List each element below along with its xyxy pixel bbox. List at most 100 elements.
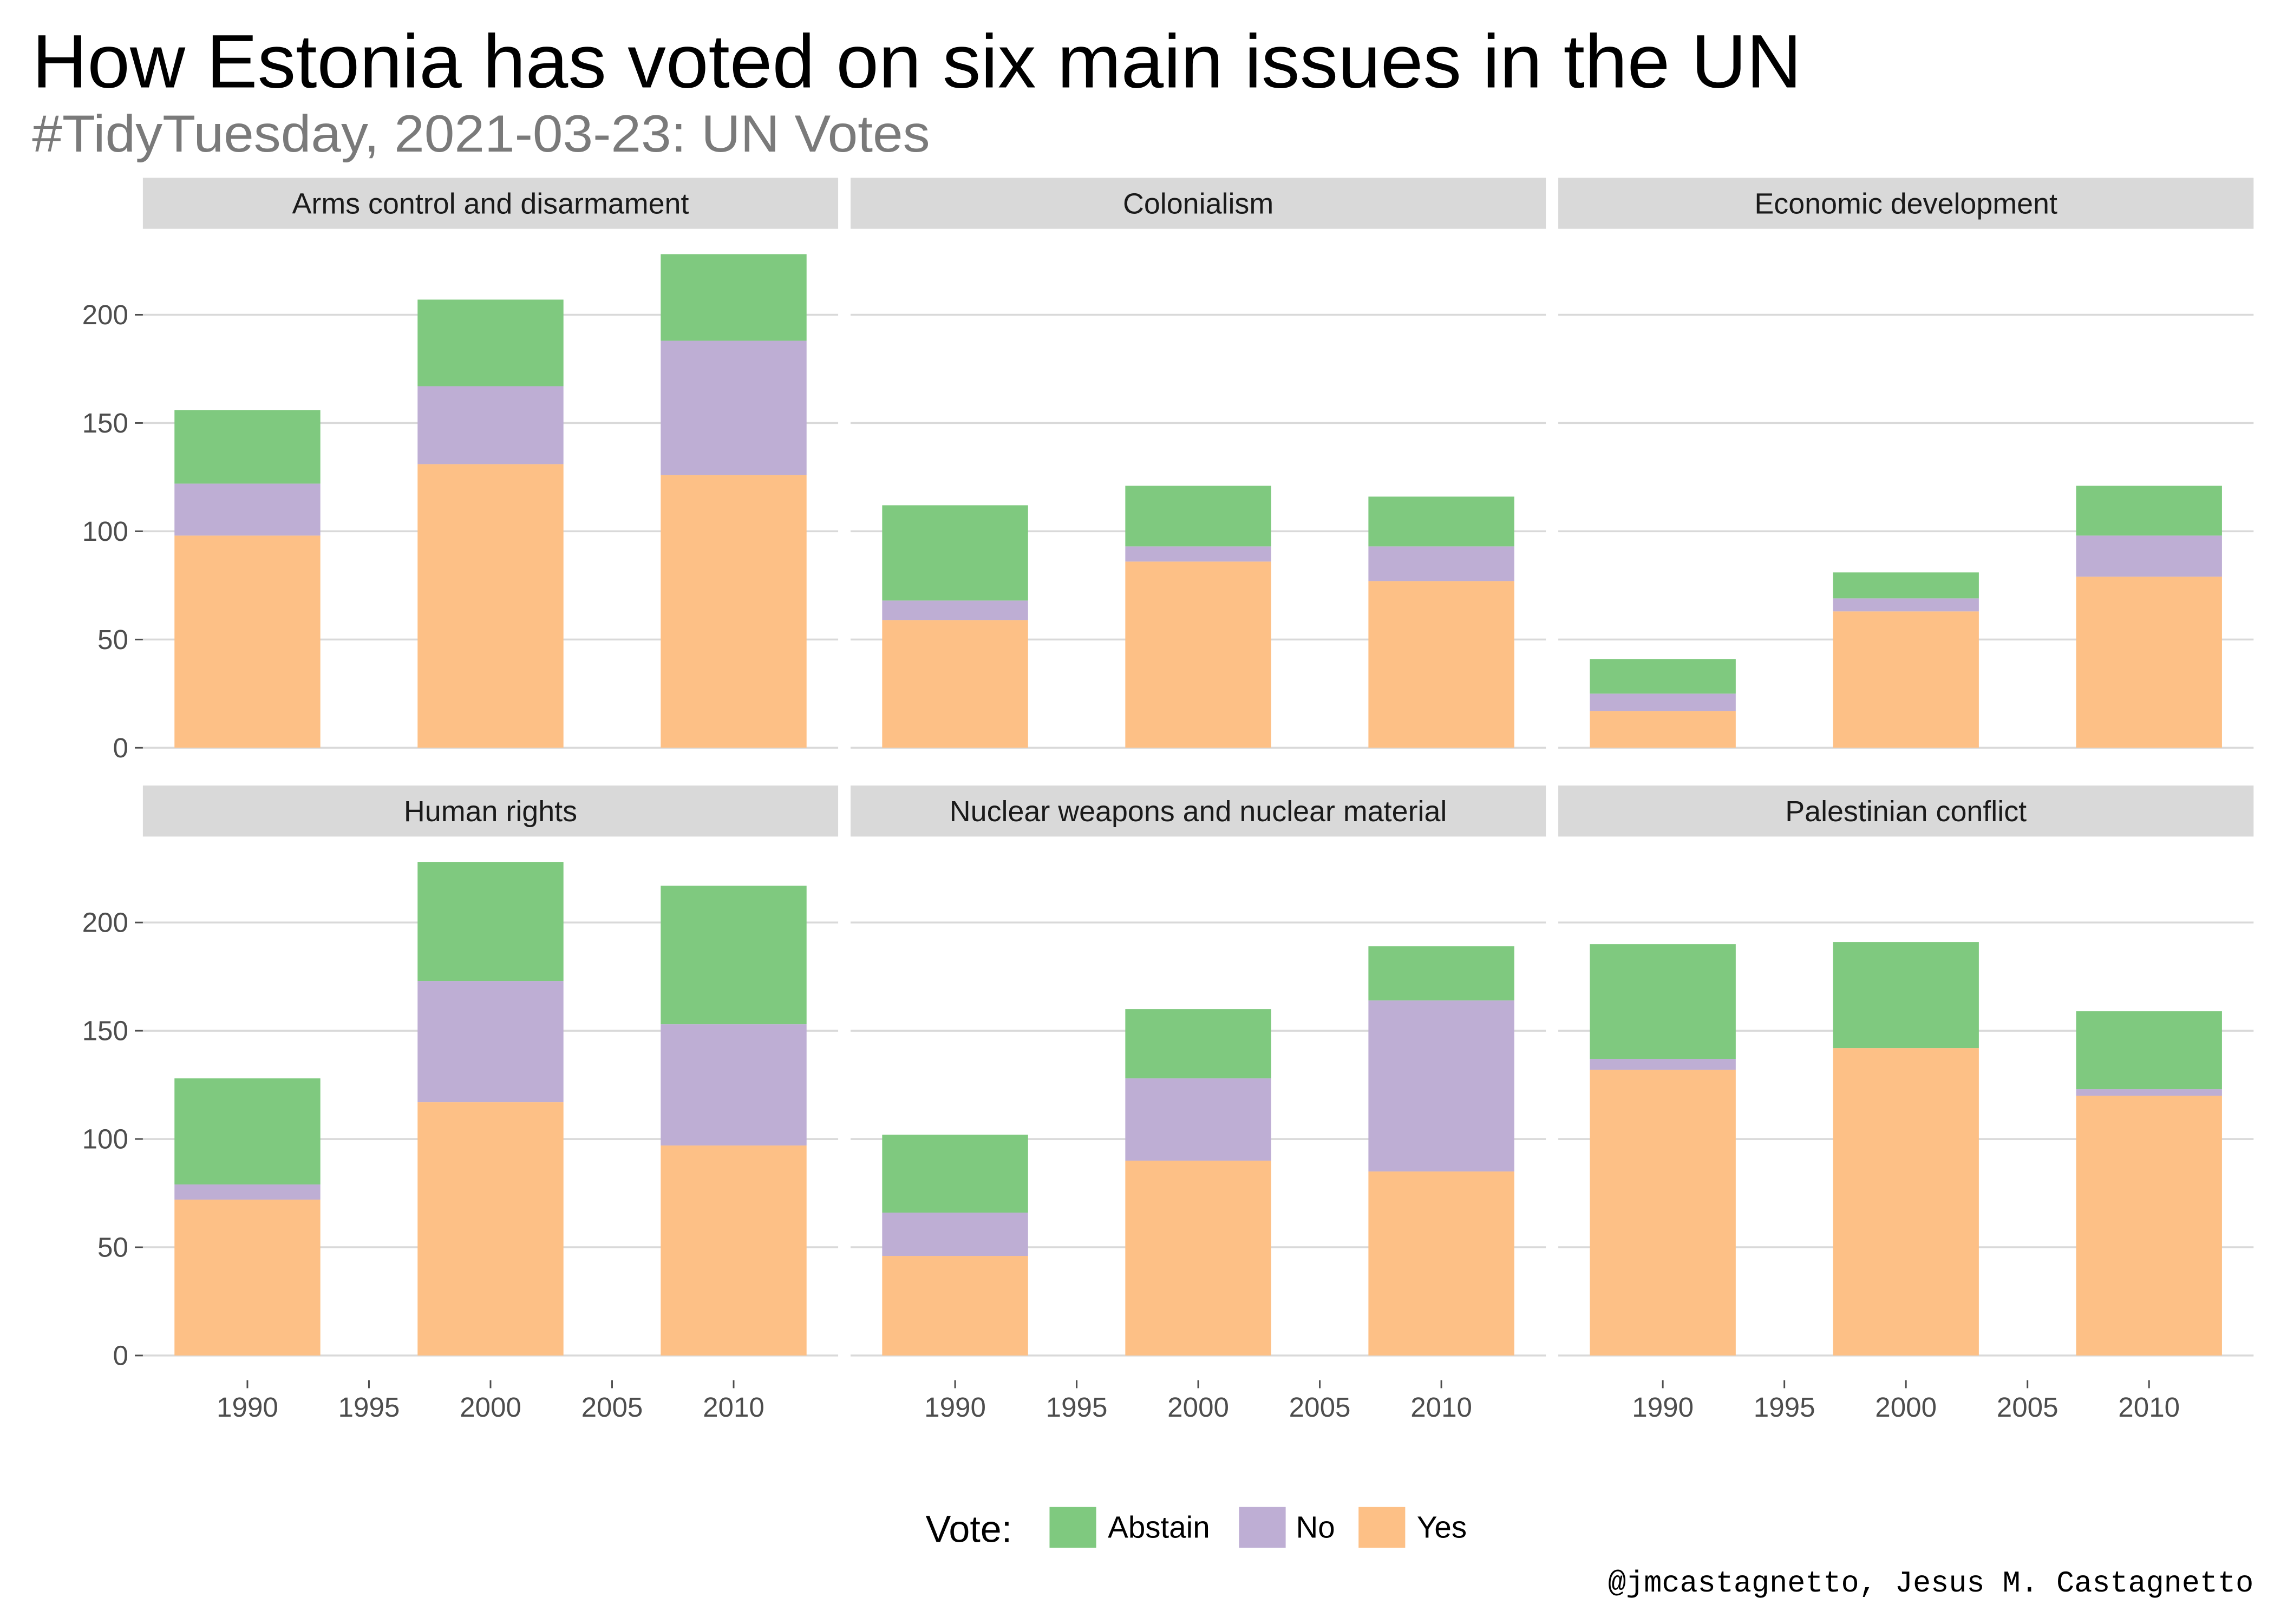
- y-tick-label: 0: [113, 1340, 128, 1371]
- y-tick-label: 150: [82, 408, 128, 438]
- x-tick-label: 2010: [2118, 1392, 2180, 1423]
- bar-abstain-2000: [1125, 1009, 1271, 1079]
- bar-yes-2010: [661, 1145, 807, 1355]
- facet-panel: Palestinian conflict 1990 1995 2000 2005 2010: [1558, 785, 2254, 1423]
- bar-yes-2000: [1125, 561, 1271, 748]
- bar-no-1990: [1590, 693, 1736, 711]
- bar-yes-2000: [417, 1102, 564, 1355]
- y-tick-label: 200: [82, 907, 128, 938]
- bar-abstain-2000: [1125, 486, 1271, 547]
- x-tick-label: 1995: [338, 1392, 400, 1423]
- y-tick-label: 100: [82, 1124, 128, 1155]
- x-tick-label: 2000: [1167, 1392, 1229, 1423]
- legend-key-yes: [1358, 1507, 1406, 1548]
- bar-yes-1990: [1590, 1070, 1736, 1355]
- bar-abstain-2010: [2076, 1011, 2222, 1090]
- bar-abstain-2010: [2076, 486, 2222, 536]
- bar-yes-2000: [1833, 1048, 1979, 1355]
- chart-subtitle: #TidyTuesday, 2021-03-23: UN Votes: [32, 104, 930, 163]
- facet-panel: Arms control and disarmament 0 50 100 150 200: [82, 178, 839, 763]
- bar-yes-1990: [174, 535, 321, 748]
- bar-yes-2000: [1833, 611, 1979, 748]
- bar-yes-1990: [1590, 711, 1736, 748]
- y-tick-label: 200: [82, 299, 128, 330]
- facet-label: Arms control and disarmament: [292, 187, 689, 220]
- bar-no-2000: [1125, 546, 1271, 562]
- bar-no-2010: [2076, 535, 2222, 577]
- facet-label: Colonialism: [1123, 187, 1273, 220]
- bar-abstain-1990: [1590, 659, 1736, 694]
- facet-strip: [142, 785, 839, 837]
- bar-no-2000: [417, 981, 564, 1103]
- x-tick-label: 1990: [217, 1392, 278, 1423]
- bar-no-2010: [2076, 1089, 2222, 1096]
- chart-caption: @jmcastagnetto, Jesus M. Castagnetto: [1608, 1567, 2253, 1601]
- bar-no-2010: [1368, 1000, 1514, 1172]
- legend-label-yes: Yes: [1417, 1510, 1467, 1544]
- facet-panel: Colonialism: [850, 178, 1546, 749]
- bar-abstain-2000: [1833, 572, 1979, 599]
- bar-yes-1990: [882, 1256, 1028, 1355]
- x-tick-label: 2000: [1875, 1392, 1937, 1423]
- bar-abstain-1990: [882, 1135, 1028, 1213]
- y-tick-label: 100: [82, 516, 128, 547]
- bar-abstain-2010: [1368, 946, 1514, 1001]
- bar-abstain-2010: [661, 254, 807, 341]
- facet-label: Palestinian conflict: [1785, 795, 2027, 828]
- bar-abstain-2010: [1368, 496, 1514, 547]
- bar-yes-1990: [174, 1200, 321, 1355]
- facet-strip: [1558, 178, 2254, 229]
- x-tick-label: 2005: [1997, 1392, 2059, 1423]
- bar-yes-2000: [417, 464, 564, 748]
- facet-strip: [142, 178, 839, 229]
- y-tick-label: 50: [97, 624, 128, 655]
- bar-yes-2010: [2076, 577, 2222, 748]
- bar-abstain-2000: [417, 862, 564, 981]
- bar-no-2000: [1125, 1078, 1271, 1161]
- bar-no-1990: [882, 600, 1028, 620]
- x-tick-label: 2005: [581, 1392, 643, 1423]
- facet-panel: Nuclear weapons and nuclear material 1990…: [850, 785, 1546, 1423]
- bar-abstain-1990: [1590, 944, 1736, 1059]
- x-tick-label: 2010: [703, 1392, 764, 1423]
- bar-yes-2010: [1368, 1171, 1514, 1355]
- facet-grid: Arms control and disarmament 0 50 100 150 200…: [82, 178, 2254, 1423]
- y-tick-label: 0: [113, 732, 128, 763]
- x-tick-label: 2005: [1289, 1392, 1351, 1423]
- facet-label: Human rights: [404, 795, 577, 828]
- bar-no-1990: [174, 483, 321, 536]
- legend: Vote: Abstain No Yes: [926, 1507, 1467, 1550]
- facet-strip: [1558, 785, 2254, 837]
- bar-yes-2010: [1368, 581, 1514, 748]
- bar-no-2010: [1368, 546, 1514, 581]
- legend-key-no: [1239, 1507, 1286, 1548]
- x-tick-label: 2010: [1410, 1392, 1472, 1423]
- x-tick-label: 1995: [1754, 1392, 1815, 1423]
- bar-abstain-2000: [417, 299, 564, 387]
- bar-yes-2010: [2076, 1096, 2222, 1355]
- bar-abstain-2000: [1833, 942, 1979, 1049]
- bar-no-2010: [661, 340, 807, 475]
- legend-label-abstain: Abstain: [1108, 1510, 1210, 1544]
- bar-no-1990: [1590, 1059, 1736, 1070]
- bar-abstain-1990: [882, 505, 1028, 601]
- facet-label: Economic development: [1754, 187, 2057, 220]
- bar-no-2000: [417, 386, 564, 464]
- bar-yes-2000: [1125, 1161, 1271, 1355]
- x-tick-label: 1995: [1046, 1392, 1108, 1423]
- facet-strip: [850, 178, 1546, 229]
- bar-abstain-1990: [174, 410, 321, 484]
- facet-panel: Human rights 0 50 100 150 200 1990 1995 2000 2005…: [82, 785, 839, 1423]
- x-tick-label: 1990: [924, 1392, 986, 1423]
- legend-label-no: No: [1296, 1510, 1335, 1544]
- bar-no-1990: [174, 1184, 321, 1200]
- legend-key-abstain: [1049, 1507, 1096, 1548]
- y-tick-label: 150: [82, 1016, 128, 1046]
- facet-panel: Economic development: [1558, 178, 2254, 749]
- x-tick-label: 2000: [460, 1392, 521, 1423]
- bar-abstain-2010: [661, 886, 807, 1025]
- legend-title: Vote:: [926, 1508, 1012, 1550]
- y-tick-label: 50: [97, 1232, 128, 1263]
- bar-abstain-1990: [174, 1078, 321, 1185]
- bar-no-2000: [1833, 598, 1979, 612]
